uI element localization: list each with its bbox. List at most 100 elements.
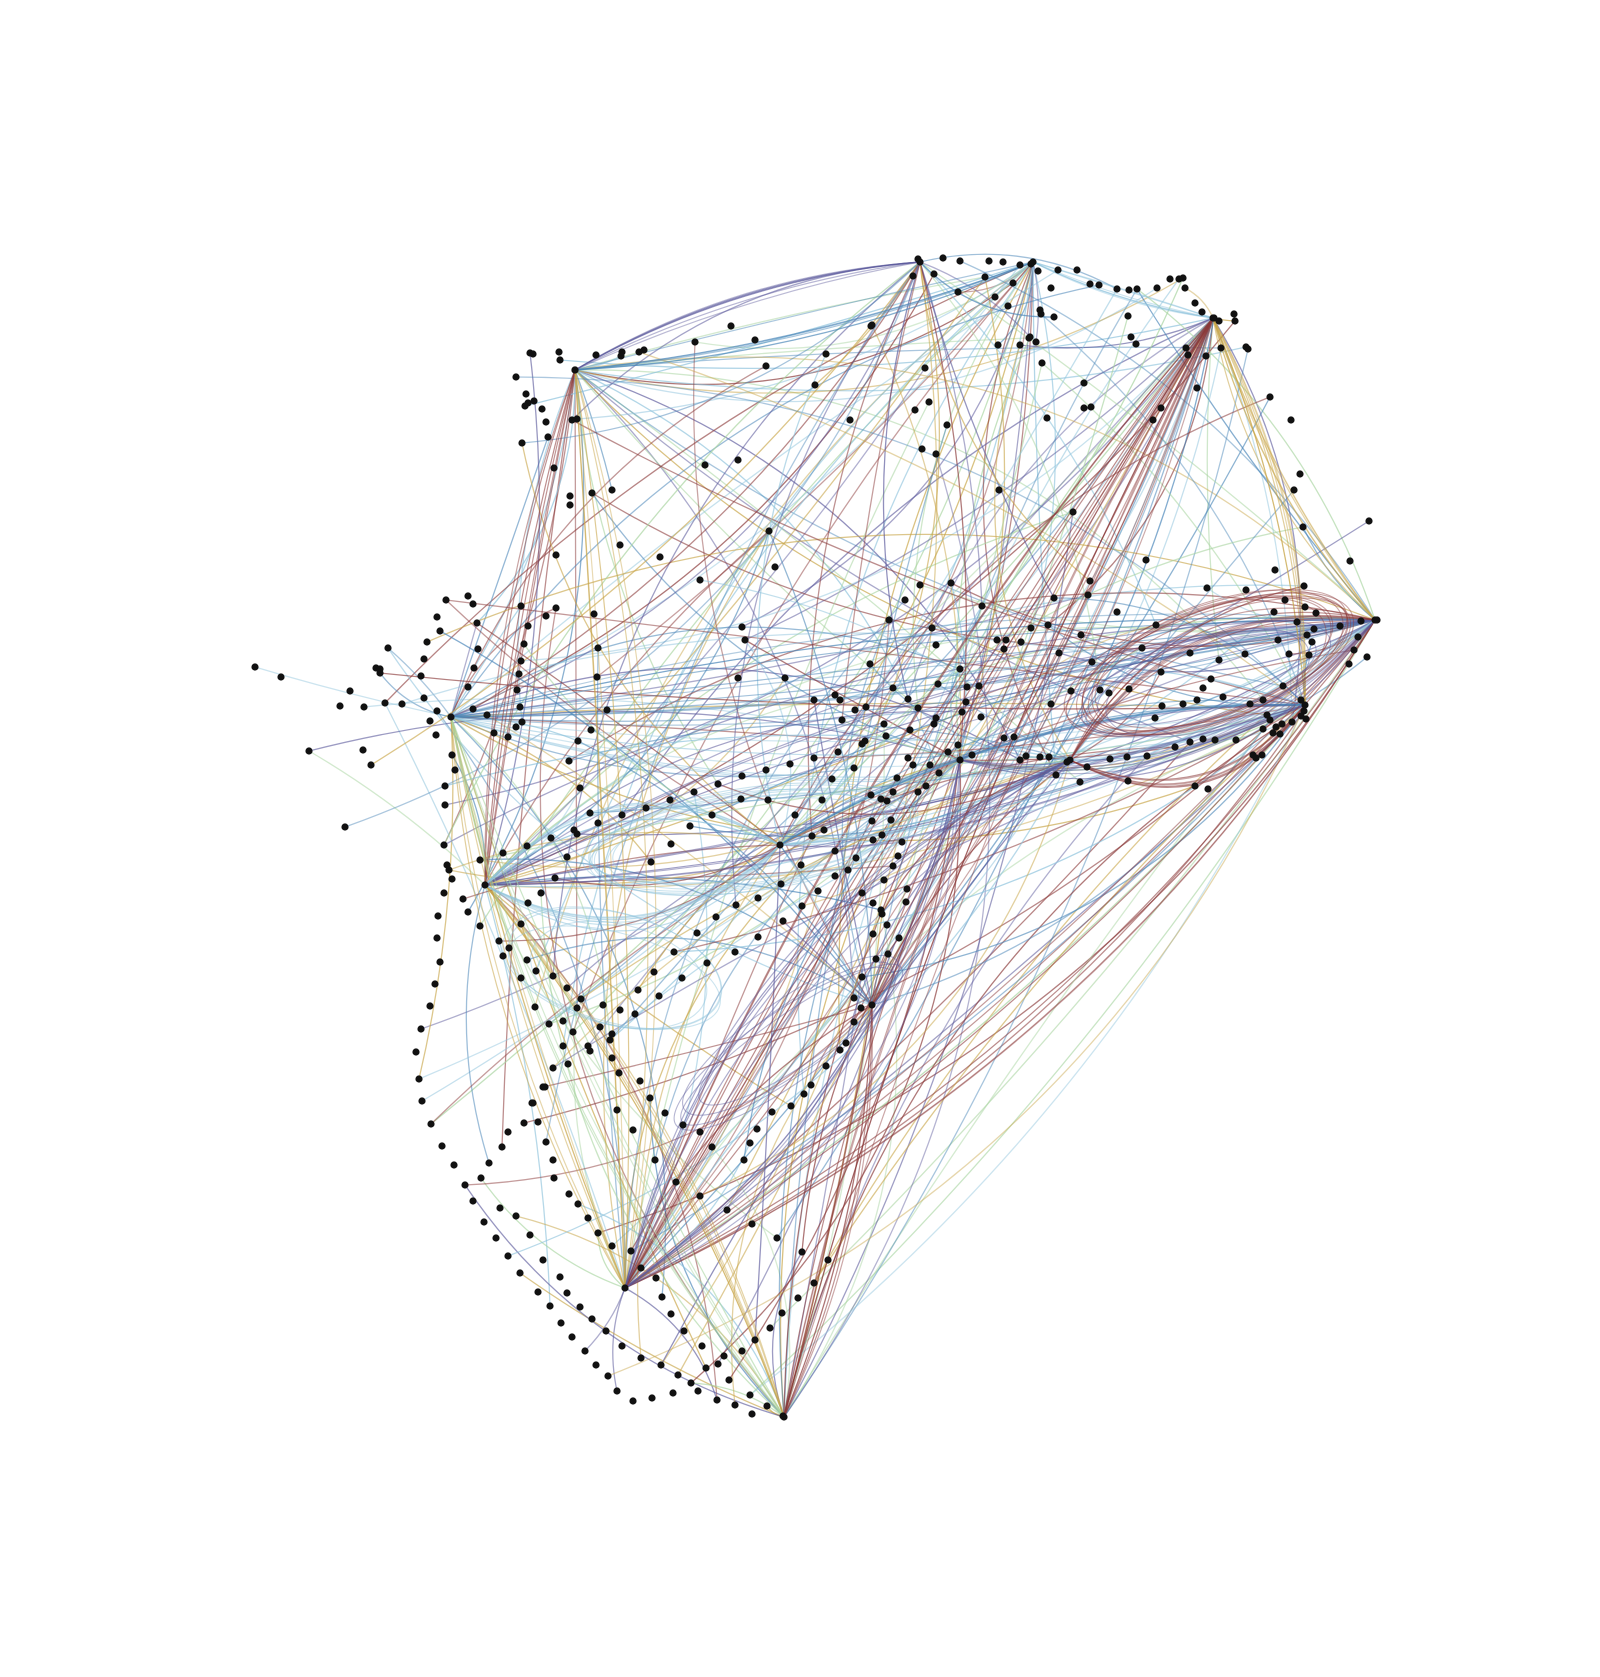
graph-node — [436, 958, 444, 966]
graph-node — [1230, 310, 1238, 318]
edge — [516, 261, 921, 691]
edge — [484, 803, 781, 886]
edge-loop — [1081, 589, 1344, 736]
graph-node — [469, 1197, 477, 1205]
graph-node — [846, 416, 854, 424]
graph-node — [776, 841, 784, 849]
graph-node — [563, 1289, 571, 1297]
edge — [624, 759, 1071, 1289]
edge — [649, 1097, 785, 1418]
edge — [520, 317, 1214, 662]
graph-node — [432, 731, 440, 739]
graph-node — [999, 258, 1007, 266]
graph-node — [615, 1069, 623, 1077]
graph-node — [1182, 344, 1190, 352]
graph-node — [584, 1214, 592, 1222]
graph-node — [650, 968, 658, 976]
edge — [624, 619, 1376, 1289]
edge — [912, 704, 1306, 766]
graph-node — [1158, 702, 1166, 710]
graph-node — [360, 703, 368, 711]
edge — [624, 759, 961, 1289]
graph-node — [904, 754, 912, 762]
graph-node — [981, 273, 989, 281]
edge — [624, 759, 961, 1289]
edge — [484, 884, 785, 1418]
graph-node — [1016, 261, 1024, 269]
graph-node — [944, 748, 952, 756]
graph-node — [831, 847, 839, 855]
edge — [484, 619, 1376, 886]
edge — [621, 317, 1214, 816]
edge — [779, 703, 1306, 846]
graph-node — [918, 445, 926, 453]
graph-node — [814, 887, 822, 895]
graph-node — [499, 952, 507, 960]
graph-node — [608, 1054, 616, 1062]
graph-node — [505, 944, 513, 952]
edge — [624, 710, 1305, 1289]
graph-node — [565, 1190, 573, 1198]
graph-node — [1009, 279, 1017, 287]
edge — [450, 269, 1059, 718]
graph-node — [1127, 333, 1135, 341]
graph-node — [469, 705, 477, 713]
edge — [574, 261, 921, 371]
graph-node — [1000, 734, 1008, 742]
graph-node — [539, 1256, 547, 1264]
edge — [783, 317, 1214, 1418]
graph-node — [1198, 308, 1206, 316]
graph-node — [529, 1099, 537, 1107]
edge-loop — [530, 920, 708, 1030]
graph-node — [731, 948, 739, 956]
graph-node — [523, 956, 531, 964]
edge — [465, 884, 490, 1164]
graph-node — [496, 1204, 504, 1212]
edge — [448, 831, 781, 871]
graph-node — [1242, 343, 1250, 351]
graph-node — [552, 604, 560, 612]
graph-node — [1357, 617, 1365, 625]
edge — [871, 953, 889, 1006]
edge — [871, 347, 1222, 1006]
edge — [450, 716, 785, 1418]
edge — [783, 723, 885, 1418]
edge — [959, 619, 1376, 771]
graph-node — [492, 1234, 500, 1242]
graph-node — [596, 1023, 604, 1031]
edge-loop — [698, 961, 894, 1106]
graph-node — [656, 553, 664, 561]
edge — [526, 937, 873, 1006]
graph-node — [828, 775, 836, 783]
edge — [624, 791, 708, 1289]
graph-node — [566, 501, 574, 509]
edge — [624, 317, 1214, 1289]
graph-node — [1138, 644, 1146, 652]
graph-node — [495, 937, 503, 945]
graph-node — [925, 398, 933, 406]
graph-node — [858, 973, 866, 981]
graph-node — [544, 433, 552, 441]
graph-node — [1259, 725, 1267, 733]
graph-node — [708, 811, 716, 819]
graph-node — [576, 784, 584, 792]
edge — [779, 619, 1376, 846]
edge — [1032, 261, 1214, 319]
graph-node — [588, 489, 596, 497]
graph-node — [670, 948, 678, 956]
edge — [871, 317, 1214, 1006]
edge — [660, 759, 1071, 1366]
edge — [919, 261, 1031, 338]
graph-node — [518, 718, 526, 726]
graph-node — [1209, 314, 1217, 322]
graph-node — [1036, 753, 1044, 761]
graph-node — [975, 682, 983, 690]
graph-node — [956, 756, 964, 764]
edge — [919, 261, 1101, 691]
graph-node — [441, 782, 449, 790]
graph-node — [549, 1064, 557, 1072]
graph-node — [850, 764, 858, 772]
edge — [871, 937, 900, 1006]
edge — [730, 1004, 873, 1406]
edge — [574, 261, 1034, 371]
